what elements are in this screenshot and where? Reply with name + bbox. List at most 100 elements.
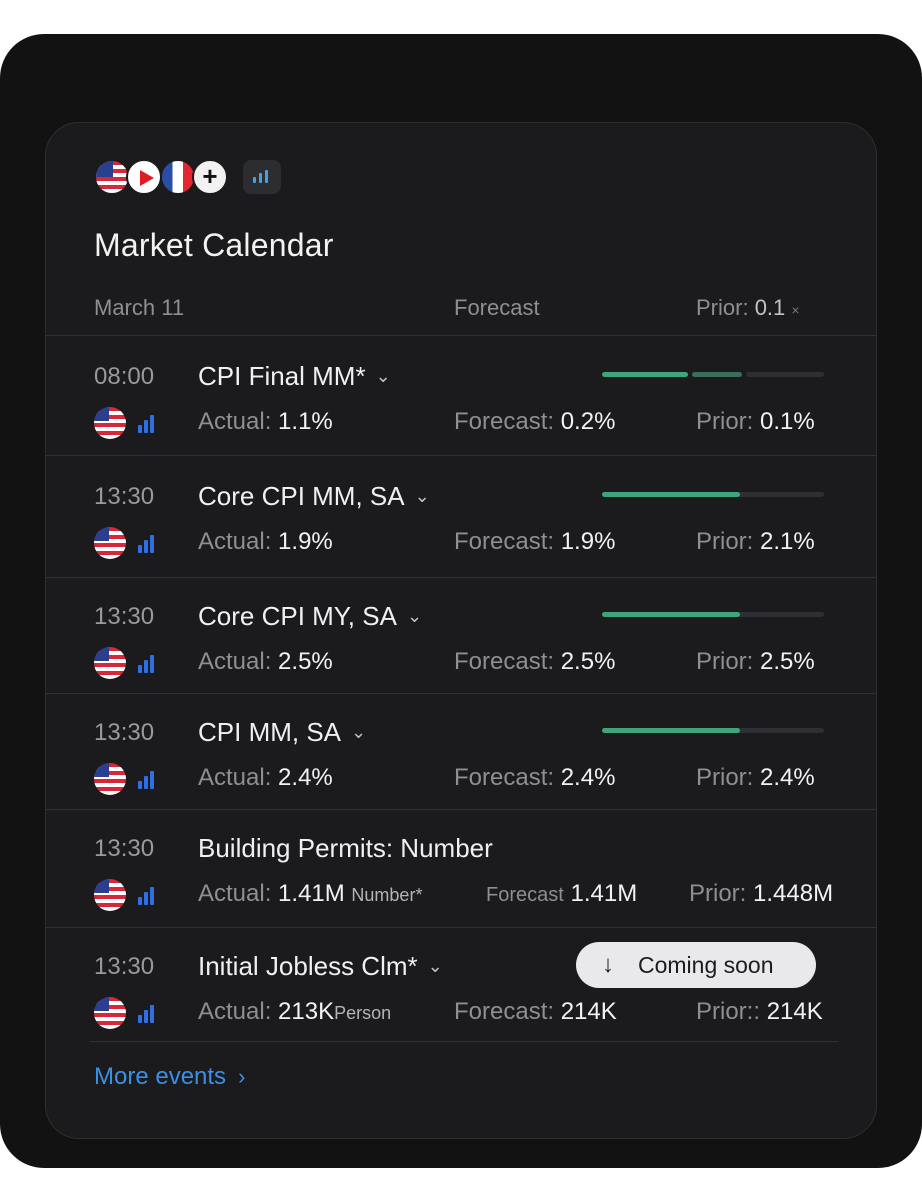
us-flag-icon [94, 527, 126, 559]
event-row[interactable]: 13:30 Core CPI MM, SA ⌄ Actual: 1.9% Fore… [46, 457, 876, 575]
chevron-down-icon[interactable]: ⌄ [351, 722, 367, 742]
divider [46, 927, 876, 928]
us-flag-icon [94, 763, 126, 795]
date-header: March 11 [94, 295, 185, 320]
device-frame: + Market Calendar March 11 Forecast Prio… [0, 34, 922, 1168]
event-name[interactable]: Initial Jobless Clm* ⌄ [198, 951, 443, 982]
importance-bar [602, 612, 824, 617]
actual-label: Actual: [198, 408, 272, 435]
forecast-number: 214K [560, 998, 617, 1025]
event-name-text: CPI MM, SA [198, 717, 342, 747]
bar-chart-icon[interactable] [243, 160, 281, 194]
importance-fill [602, 612, 740, 617]
france-flag-icon[interactable] [160, 159, 196, 195]
event-time: 13:30 [94, 603, 155, 630]
prior-label: Prior:: [696, 998, 761, 1025]
coming-soon-button[interactable]: ↓ Coming soon [576, 942, 816, 988]
event-name[interactable]: Building Permits: Number [198, 833, 493, 864]
event-name-text: Initial Jobless Clm* [198, 951, 418, 981]
forecast-header: Forecast [454, 295, 540, 320]
divider [46, 455, 876, 456]
signal-bars-icon [138, 1003, 160, 1023]
forecast-number: 2.4% [560, 764, 616, 791]
importance-segment [746, 372, 824, 377]
forecast-value: Forecast: 2.5% [454, 648, 615, 676]
importance-segment [692, 372, 742, 377]
play-icon[interactable] [126, 159, 162, 195]
prior-value: Prior:: 214K [696, 998, 823, 1026]
event-name-text: CPI Final MM* [198, 361, 366, 391]
event-row[interactable]: 13:30 Core CPI MY, SA ⌄ Actual: 2.5% Fore… [46, 577, 876, 695]
actual-number: 2.5% [278, 648, 333, 675]
divider [46, 809, 876, 810]
chevron-down-icon[interactable]: ⌄ [406, 606, 423, 626]
event-row[interactable]: 08:00 CPI Final MM* ⌄ Actual: 1.1% Foreca… [46, 337, 876, 455]
close-icon[interactable]: × [791, 302, 800, 318]
divider [46, 335, 876, 336]
forecast-label: Forecast [486, 884, 564, 906]
actual-value: Actual: 1.9% [198, 528, 333, 556]
actual-value: Actual: 1.41M Number* [198, 880, 422, 908]
actual-label: Actual: [198, 648, 272, 675]
prior-value: Prior: 2.5% [696, 648, 815, 676]
actual-unit: Number* [351, 885, 423, 905]
actual-number: 1.1% [278, 408, 333, 435]
importance-bar [602, 728, 824, 733]
forecast-value: Forecast: 0.2% [454, 408, 615, 436]
signal-bars-icon [138, 653, 160, 673]
event-row[interactable]: 13:30 Building Permits: Number Actual: 1… [46, 809, 876, 927]
forecast-number: 1.41M [570, 880, 638, 907]
coming-soon-label: Coming soon [638, 952, 774, 978]
us-flag-icon[interactable] [94, 159, 130, 195]
prior-number: 214K [766, 998, 823, 1025]
event-name[interactable]: CPI MM, SA ⌄ [198, 717, 366, 748]
event-name[interactable]: Core CPI MM, SA ⌄ [198, 481, 430, 512]
actual-value: Actual: 213KPerson [198, 998, 391, 1026]
event-name-text: Core CPI MY, SA [198, 601, 397, 631]
forecast-label: Forecast: [454, 408, 555, 435]
forecast-value: Forecast: 2.4% [454, 764, 615, 792]
add-region-icon[interactable]: + [192, 159, 228, 195]
divider [46, 693, 876, 694]
importance-fill [602, 728, 740, 733]
market-calendar-card: + Market Calendar March 11 Forecast Prio… [45, 122, 877, 1139]
actual-label: Actual: [198, 880, 272, 907]
prior-label: Prior: [696, 764, 754, 791]
forecast-number: 0.2% [560, 408, 616, 435]
prior-header-label: Prior: [696, 295, 749, 320]
us-flag-icon [94, 407, 126, 439]
prior-number: 2.4% [760, 764, 815, 791]
actual-number: 1.9% [278, 528, 333, 555]
event-time: 08:00 [94, 363, 155, 390]
prior-number: 2.1% [760, 528, 815, 555]
prior-label: Prior: [696, 528, 754, 555]
prior-value: Prior: 0.1% [696, 408, 815, 436]
chevron-down-icon[interactable]: ⌄ [375, 366, 391, 386]
chevron-down-icon[interactable]: ⌄ [427, 956, 443, 976]
more-events-link[interactable]: More events › [94, 1063, 245, 1091]
importance-bar [602, 492, 824, 497]
chevron-down-icon[interactable]: ⌄ [414, 486, 430, 506]
signal-bars-icon [138, 769, 160, 789]
event-time: 13:30 [94, 719, 155, 746]
prior-number: 0.1% [760, 408, 815, 435]
event-row[interactable]: 13:30 CPI MM, SA ⌄ Actual: 2.4% Forecast:… [46, 693, 876, 811]
divider [46, 577, 876, 578]
forecast-value: Forecast: 1.9% [454, 528, 615, 556]
prior-header-value: 0.1 [754, 295, 786, 320]
event-name[interactable]: CPI Final MM* ⌄ [198, 361, 391, 392]
forecast-number: 2.5% [560, 648, 616, 675]
importance-segment [602, 372, 688, 377]
actual-label: Actual: [198, 764, 272, 791]
forecast-number: 1.9% [560, 528, 616, 555]
event-row[interactable]: 13:30 Initial Jobless Clm* ⌄ ↓ Coming soo… [46, 927, 876, 1045]
actual-value: Actual: 1.1% [198, 408, 333, 436]
event-name-text: Core CPI MM, SA [198, 481, 405, 511]
region-selector[interactable]: + [94, 159, 284, 195]
event-time: 13:30 [94, 953, 155, 980]
event-name[interactable]: Core CPI MY, SA ⌄ [198, 601, 422, 632]
prior-number: 1.448M [753, 880, 834, 907]
signal-bars-icon [138, 885, 160, 905]
page-title: Market Calendar [94, 227, 334, 263]
signal-bars-icon [138, 533, 160, 553]
